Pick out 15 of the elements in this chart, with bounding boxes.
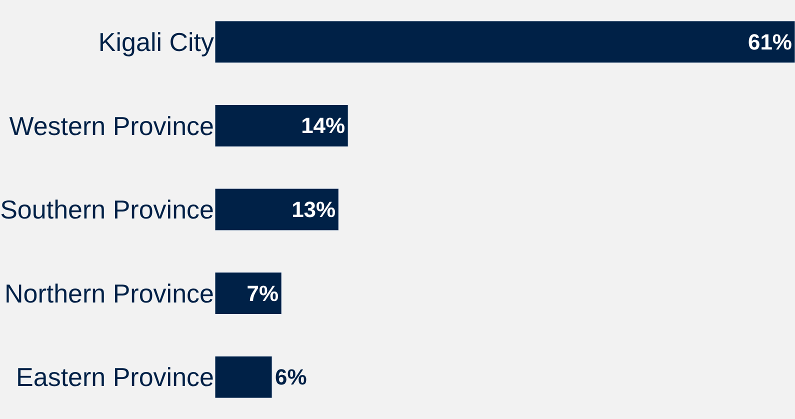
y-tick-label: Eastern Province bbox=[16, 362, 214, 392]
bar bbox=[215, 272, 282, 314]
y-tick-label: Kigali City bbox=[98, 27, 214, 57]
y-tick-label: Western Province bbox=[9, 110, 214, 141]
bar bbox=[215, 356, 272, 398]
bar bbox=[215, 104, 348, 147]
bar bbox=[215, 20, 795, 64]
data-label: 13% bbox=[292, 197, 336, 222]
data-label: 6% bbox=[275, 364, 307, 390]
data-label: 61% bbox=[748, 29, 792, 54]
data-label: 7% bbox=[246, 280, 279, 306]
data-label: 14% bbox=[301, 113, 346, 138]
bar bbox=[215, 188, 339, 231]
y-tick-label: Southern Province bbox=[0, 194, 214, 225]
y-tick-label: Northern Province bbox=[4, 278, 214, 308]
